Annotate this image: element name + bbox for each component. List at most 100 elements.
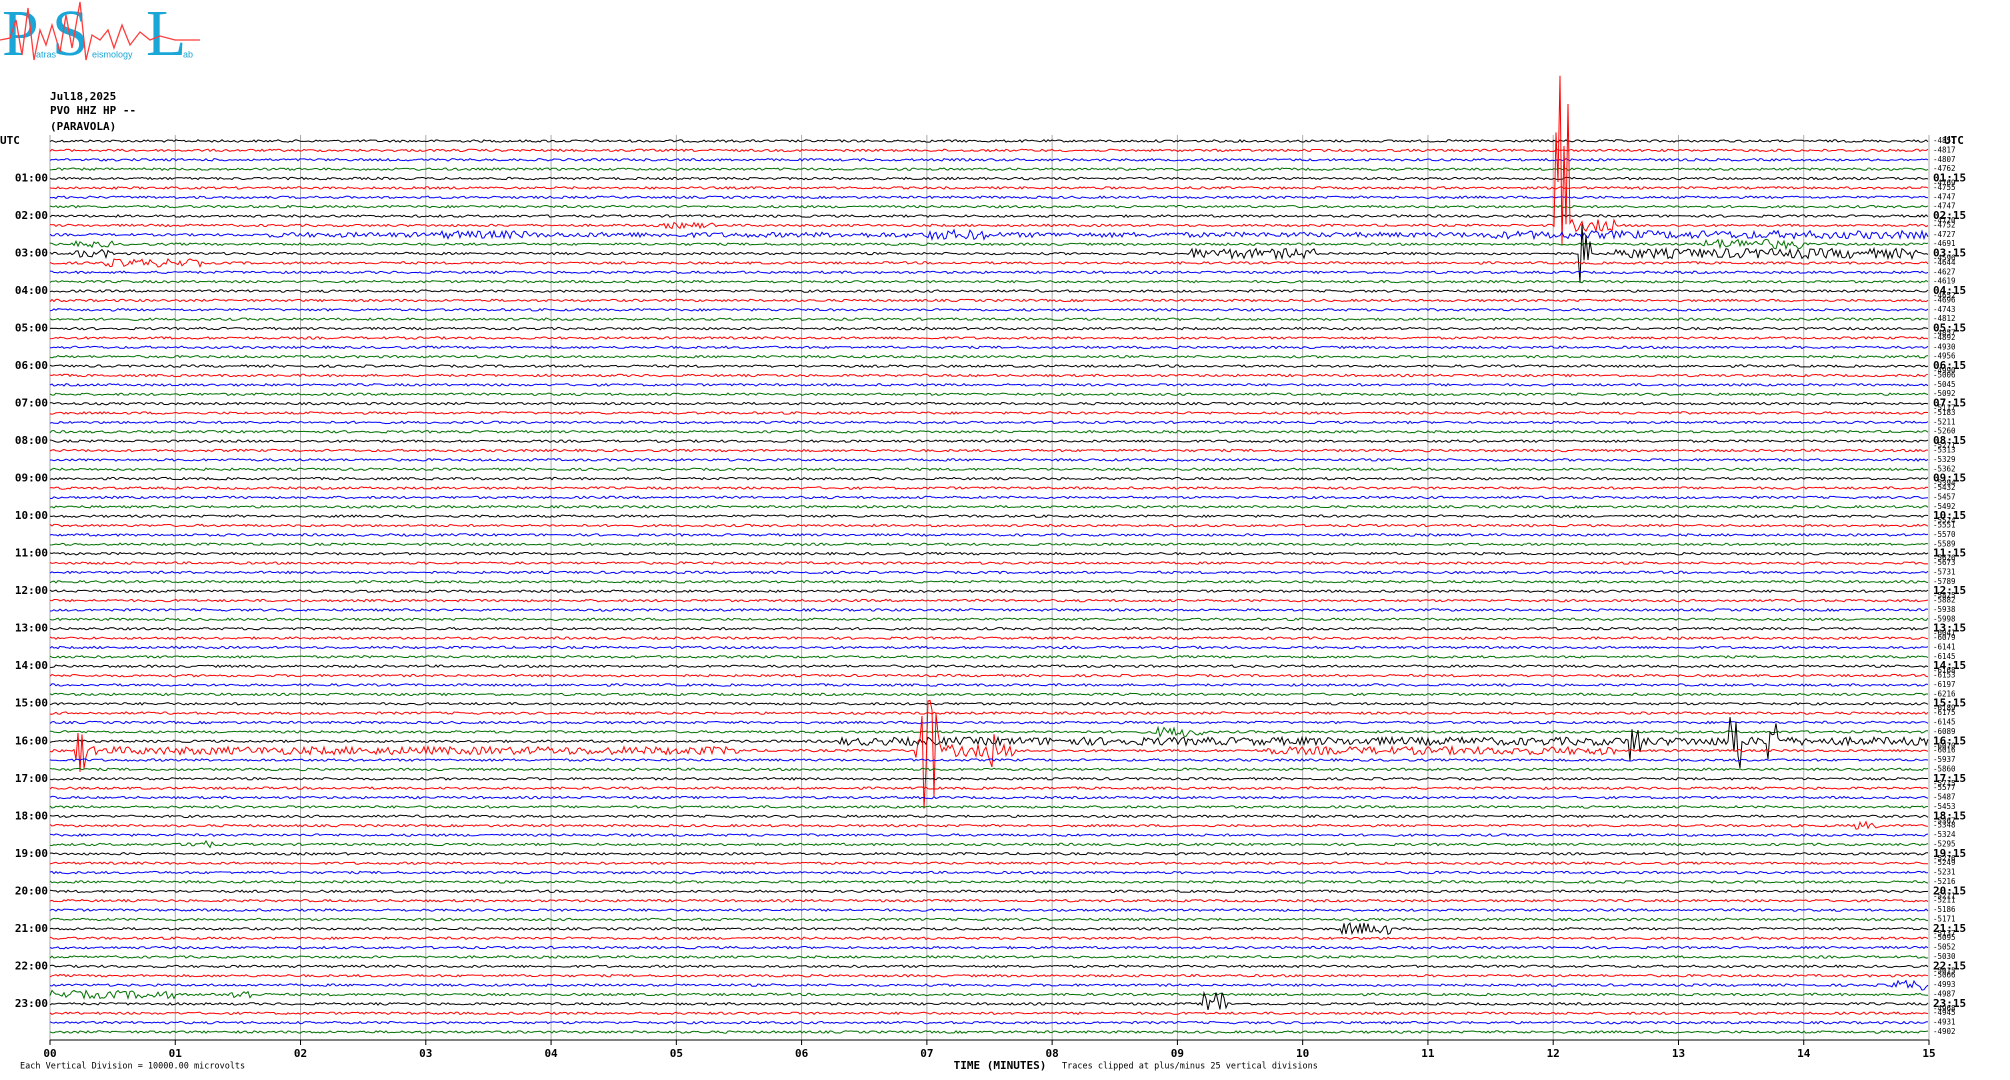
trace-offset: -6216 — [1933, 689, 1956, 698]
trace — [49, 851, 1929, 856]
trace — [49, 523, 1929, 528]
trace-offset: -5937 — [1933, 755, 1956, 764]
trace — [49, 1020, 1929, 1025]
trace-offset: -4857 — [1933, 329, 1956, 338]
trace — [49, 382, 1929, 387]
trace-offset: -5362 — [1933, 464, 1956, 473]
trace-offset: -4930 — [1933, 342, 1956, 351]
trace-offset: -4691 — [1933, 239, 1956, 248]
trace-offset: -5324 — [1933, 830, 1956, 839]
trace — [49, 989, 1929, 1001]
trace — [49, 289, 1929, 293]
trace-offset: -5825 — [1933, 591, 1956, 600]
trace — [49, 354, 1929, 359]
trace — [49, 75, 1929, 246]
trace — [49, 238, 1929, 251]
trace-offset: -5715 — [1933, 779, 1956, 788]
trace — [49, 711, 1929, 716]
trace — [49, 420, 1929, 425]
x-tick-label: 06 — [795, 1047, 809, 1060]
left-time-label: 19:00 — [15, 847, 48, 860]
right-time-label: 18:15 — [1933, 809, 1966, 822]
trace — [49, 228, 1929, 241]
trace — [49, 298, 1929, 303]
trace-offset: -5457 — [1933, 492, 1956, 501]
trace-offset: -5551 — [1933, 521, 1956, 530]
trace-offset: -6079 — [1933, 633, 1956, 642]
trace — [49, 195, 1928, 200]
logo-letter: L — [146, 0, 186, 70]
logo-word: ab — [183, 49, 193, 59]
trace — [49, 307, 1929, 312]
trace — [49, 495, 1929, 500]
trace — [49, 533, 1929, 537]
right-time-label: 02:15 — [1933, 209, 1966, 222]
left-time-label: 08:00 — [15, 434, 48, 447]
right-time-label: 03:15 — [1933, 247, 1966, 260]
trace-offset: -5276 — [1933, 854, 1956, 863]
trace — [49, 955, 1929, 959]
trace-offset: -5348 — [1933, 821, 1956, 830]
trace-offset: -5271 — [1933, 441, 1956, 450]
trace-offset: -6089 — [1933, 727, 1956, 736]
logo-letter: S — [52, 0, 89, 70]
trace-offset: -4817 — [1933, 145, 1956, 154]
trace — [49, 979, 1929, 991]
trace-offset: -4755 — [1933, 183, 1956, 192]
x-axis-title: TIME (MINUTES) — [954, 1059, 1047, 1072]
trace — [49, 467, 1929, 472]
left-time-label: 02:00 — [15, 209, 48, 222]
trace — [49, 176, 1929, 181]
trace-offset: -5492 — [1933, 502, 1956, 511]
scale-note: Each Vertical Division = 10000.00 microv… — [20, 1062, 245, 1072]
trace-offset: -4931 — [1933, 1018, 1956, 1027]
trace — [49, 598, 1929, 603]
trace — [49, 270, 1929, 275]
trace-offset: -6197 — [1933, 680, 1956, 689]
trace — [49, 945, 1929, 950]
trace-offset: -5171 — [1933, 914, 1956, 923]
trace — [49, 717, 1929, 769]
trace — [49, 439, 1929, 444]
trace — [50, 725, 1928, 739]
station: PVO HHZ HP -- — [50, 104, 136, 117]
trace-offset: -6145 — [1933, 652, 1956, 661]
left-time-label: 09:00 — [15, 472, 48, 485]
right-time-label: 08:15 — [1933, 434, 1966, 447]
trace-offset: -4851 — [1933, 136, 1956, 145]
trace — [49, 767, 1929, 772]
trace-offset: -6168 — [1933, 666, 1956, 675]
trace-offset: -5313 — [1933, 446, 1956, 455]
x-tick-label: 07 — [920, 1047, 933, 1060]
trace-offset: -6145 — [1933, 717, 1956, 726]
right-time-label: UTC — [1944, 134, 1964, 147]
left-time-label: 18:00 — [15, 809, 48, 822]
trace — [49, 448, 1928, 453]
trace-offset: -4968 — [1933, 1004, 1956, 1013]
trace-offset: -5487 — [1933, 793, 1956, 802]
trace — [49, 214, 1929, 218]
trace-offset: -6041 — [1933, 629, 1956, 638]
trace — [50, 457, 1929, 462]
trace — [49, 889, 1929, 894]
trace — [49, 908, 1929, 912]
trace-offset: -4596 — [1933, 254, 1956, 263]
right-time-label: 17:15 — [1933, 772, 1966, 785]
left-time-label: 04:00 — [15, 284, 48, 297]
trace-offset: -4807 — [1933, 155, 1956, 164]
trace-offset: -5394 — [1933, 479, 1956, 488]
right-time-label: 14:15 — [1933, 659, 1966, 672]
right-time-label: 11:15 — [1933, 547, 1966, 560]
x-tick-label: 15 — [1922, 1047, 1935, 1060]
trace — [49, 973, 1929, 978]
trace-offset: -5095 — [1933, 933, 1956, 942]
left-time-label: UTC — [0, 134, 20, 147]
trace — [49, 870, 1929, 875]
right-time-label: 10:15 — [1933, 509, 1966, 522]
trace — [49, 476, 1929, 481]
trace — [49, 364, 1929, 369]
left-time-label: 17:00 — [15, 772, 48, 785]
trace — [49, 617, 1929, 622]
trace — [49, 157, 1929, 162]
trace-offset: -5186 — [1933, 905, 1956, 914]
